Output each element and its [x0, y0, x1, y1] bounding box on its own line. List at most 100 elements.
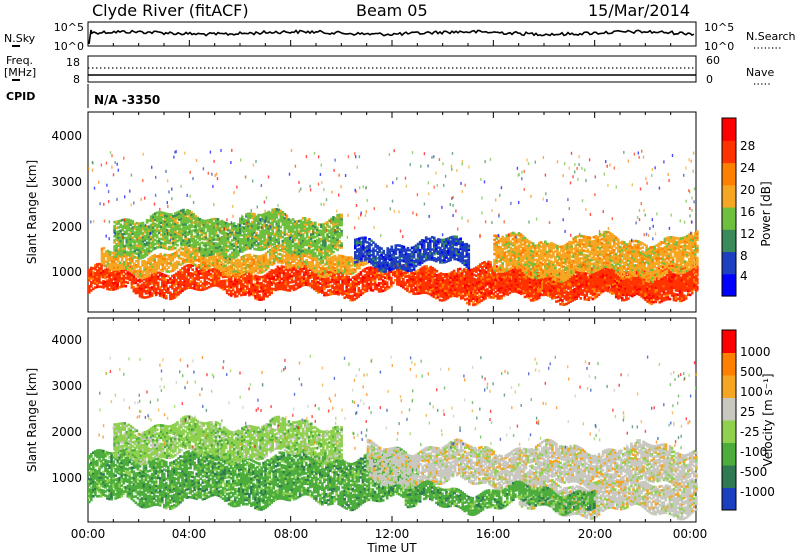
- heatmap-cell: [305, 263, 308, 266]
- heatmap-cell: [264, 284, 267, 287]
- heatmap-cell: [286, 282, 290, 286]
- heatmap-cell: [180, 233, 183, 237]
- heatmap-cell: [203, 269, 207, 273]
- heatmap-cell: [270, 261, 274, 264]
- heatmap-cell: [275, 257, 278, 260]
- heatmap-cell: [327, 263, 331, 267]
- heatmap-cell: [249, 222, 252, 226]
- heatmap-cell: [125, 236, 129, 240]
- heatmap-cell: [170, 227, 173, 231]
- heatmap-cell: [125, 257, 128, 260]
- heatmap-cell: [578, 271, 582, 274]
- heatmap-cell: [147, 239, 151, 243]
- heatmap-cell: [204, 231, 208, 235]
- heatmap-cell: [106, 257, 110, 261]
- heatmap-cell: [284, 276, 288, 279]
- heatmap-cell: [218, 255, 221, 259]
- heatmap-cell: [242, 277, 245, 280]
- heatmap-cell: [123, 248, 127, 252]
- heatmap-cell: [190, 211, 193, 214]
- heatmap-cell: [286, 289, 290, 292]
- heatmap-cell: [221, 281, 225, 285]
- heatmap-cell: [119, 254, 122, 257]
- heatmap-cell: [150, 292, 154, 295]
- heatmap-cell: [487, 260, 490, 264]
- heatmap-cell: [169, 263, 173, 267]
- heatmap-cell: [116, 278, 119, 282]
- heatmap-cell: [270, 273, 273, 276]
- heatmap-cell: [228, 243, 232, 246]
- heatmap-cell: [153, 232, 157, 236]
- freq-unit: [MHz]: [4, 66, 36, 79]
- heatmap-cell: [406, 287, 409, 290]
- heatmap-cell: [197, 288, 200, 291]
- heatmap-cell: [189, 266, 192, 269]
- heatmap-cell: [290, 276, 294, 280]
- heatmap-cell: [205, 270, 209, 274]
- heatmap-cell: [114, 258, 118, 261]
- heatmap-cell: [138, 292, 142, 296]
- heatmap-cell: [242, 275, 245, 278]
- heatmap-cell: [210, 220, 214, 223]
- heatmap-cell: [383, 280, 387, 283]
- heatmap-cell: [517, 289, 521, 292]
- heatmap-cell: [173, 266, 177, 269]
- heatmap-cell: [497, 272, 500, 276]
- heatmap-cell: [176, 243, 179, 247]
- heatmap-cell: [296, 286, 300, 289]
- heatmap-cell: [285, 255, 288, 259]
- heatmap-cell: [141, 250, 145, 253]
- heatmap-cell: [148, 292, 152, 296]
- heatmap-cell: [201, 282, 205, 285]
- heatmap-cell: [247, 230, 250, 234]
- heatmap-cell: [341, 255, 345, 258]
- heatmap-cell: [188, 214, 191, 217]
- heatmap-cell: [143, 259, 146, 263]
- heatmap-cell: [252, 266, 256, 270]
- heatmap-cell: [253, 237, 256, 240]
- heatmap-cell: [115, 253, 118, 256]
- heatmap-cell: [188, 230, 191, 233]
- heatmap-cell: [180, 221, 183, 225]
- heatmap-cell: [489, 265, 492, 268]
- heatmap-cell: [148, 278, 152, 282]
- heatmap-cell: [487, 266, 490, 270]
- heatmap-cell: [151, 213, 155, 217]
- heatmap-cell: [255, 225, 258, 229]
- heatmap-cell: [266, 295, 269, 298]
- heatmap-cell: [362, 257, 365, 261]
- heatmap-cell: [266, 266, 270, 270]
- heatmap-cell: [387, 273, 391, 277]
- heatmap-cell: [166, 241, 169, 244]
- heatmap-cell: [175, 278, 178, 282]
- heatmap-cell: [398, 283, 401, 287]
- noise-right-label: N.Search: [746, 30, 796, 43]
- heatmap-cell: [166, 212, 169, 216]
- heatmap-cell: [159, 217, 163, 220]
- heatmap-cell: [469, 272, 472, 276]
- heatmap-cell: [317, 287, 320, 290]
- heatmap-cell: [242, 257, 246, 260]
- heatmap-cell: [207, 277, 211, 281]
- heatmap-cell: [337, 272, 340, 276]
- heatmap-cell: [173, 262, 177, 265]
- heatmap-cell: [481, 268, 484, 271]
- heatmap-cell: [197, 270, 200, 273]
- heatmap-cell: [183, 244, 187, 248]
- heatmap-cell: [139, 242, 143, 246]
- heatmap-cell: [352, 261, 355, 265]
- heatmap-cell: [190, 243, 193, 247]
- beam-title: Beam 05: [356, 1, 428, 20]
- heatmap-cell: [125, 230, 129, 234]
- heatmap-cell: [274, 278, 278, 282]
- heatmap-cell: [136, 291, 140, 295]
- heatmap-cell: [487, 268, 490, 272]
- heatmap-cell: [230, 231, 234, 234]
- heatmap-cell: [202, 237, 206, 241]
- heatmap-cell: [229, 284, 233, 287]
- heatmap-cell: [272, 249, 276, 253]
- heatmap-cell: [297, 261, 300, 265]
- heatmap-cell: [140, 293, 144, 297]
- heatmap-band-1: [88, 260, 699, 302]
- heatmap-cell: [127, 247, 131, 250]
